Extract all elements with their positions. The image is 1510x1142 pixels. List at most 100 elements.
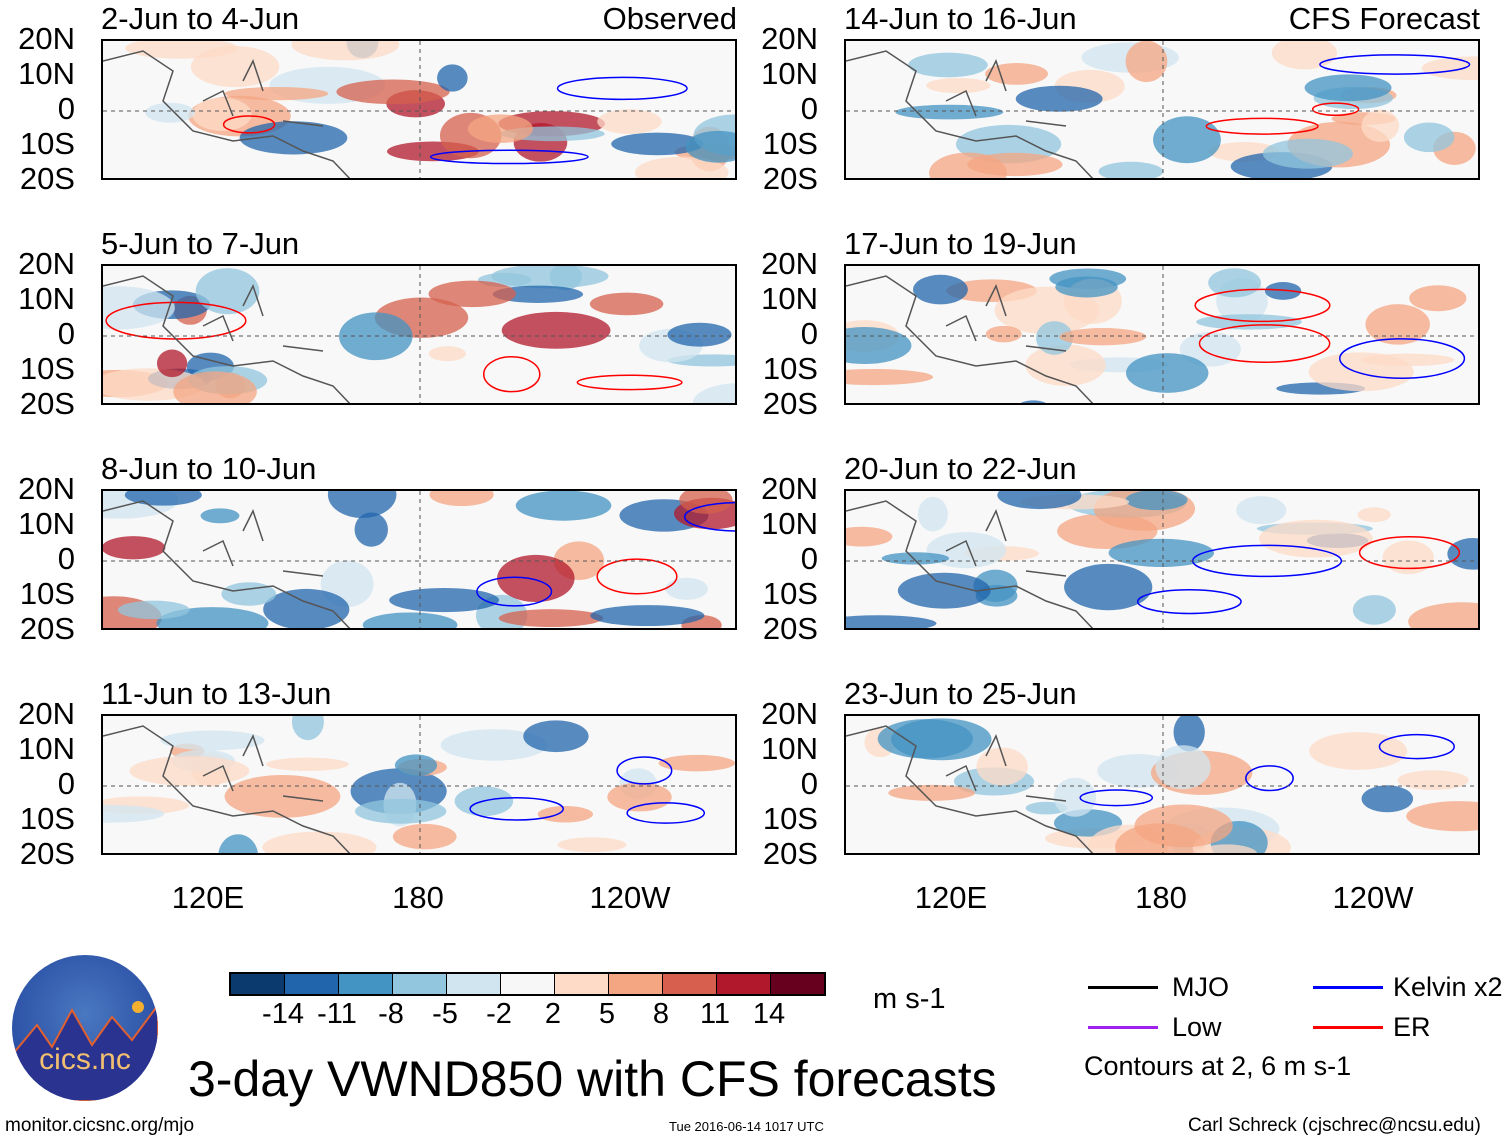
- kelvin-contour: [616, 756, 673, 785]
- anomaly-shading: [218, 834, 258, 853]
- anomaly-shading: [262, 831, 377, 853]
- lat-label: 10N: [761, 506, 818, 541]
- er-contour: [1194, 288, 1331, 323]
- anomaly-shading: [846, 615, 937, 628]
- anomaly-shading: [1108, 538, 1215, 567]
- colorbar-swatch: [501, 974, 555, 994]
- lat-label: 20S: [19, 386, 75, 421]
- colorbar-swatch: [393, 974, 447, 994]
- anomaly-shading: [389, 588, 500, 613]
- colorbar-tick-label: 14: [752, 998, 786, 1030]
- panel-title: 20-Jun to 22-Jun: [844, 451, 1077, 486]
- colorbar-tick-label: 8: [652, 998, 670, 1030]
- er-contour: [596, 558, 678, 595]
- colorbar-tick-label: -11: [317, 998, 357, 1030]
- anomaly-shading: [224, 87, 329, 101]
- lat-label: 20S: [762, 836, 818, 871]
- map-panel: [844, 264, 1480, 405]
- anomaly-shading: [908, 52, 988, 78]
- anomaly-shading: [1357, 507, 1391, 523]
- kelvin-contour: [1198, 324, 1331, 363]
- lon-label: 120E: [914, 880, 988, 915]
- anomaly-shading: [679, 491, 733, 514]
- lon-label: 180: [1135, 880, 1187, 915]
- anomaly-shading: [1352, 595, 1396, 625]
- kelvin-contour: [1245, 765, 1294, 792]
- er-contour: [1358, 535, 1461, 570]
- anomaly-shading: [549, 266, 582, 291]
- anomaly-shading: [557, 837, 627, 853]
- anomaly-shading: [1271, 41, 1338, 70]
- anomaly-shading: [156, 349, 188, 378]
- coastline: [103, 725, 351, 853]
- er-contour: [1205, 117, 1319, 135]
- lat-label: 20N: [18, 246, 75, 281]
- legend-low-line: [1088, 1026, 1158, 1029]
- anomaly-shading: [846, 327, 912, 364]
- lat-label: 10S: [19, 576, 75, 611]
- lon-label: 120E: [171, 880, 245, 915]
- legend-er-label: ER: [1393, 1012, 1431, 1042]
- anomaly-shading: [692, 383, 735, 403]
- lat-label: 10N: [18, 281, 75, 316]
- lat-label: 20S: [19, 161, 75, 196]
- lat-label: 20N: [761, 246, 818, 281]
- anomaly-shading: [1365, 304, 1430, 345]
- anomaly-shading: [929, 152, 1007, 178]
- anomaly-shading: [1134, 804, 1233, 848]
- anomaly-shading: [1015, 85, 1103, 112]
- anomaly-shading: [913, 274, 968, 305]
- map-panel: [101, 264, 737, 405]
- anomaly-shading: [103, 286, 175, 330]
- lat-label: 10N: [761, 56, 818, 91]
- lat-label: 10S: [762, 351, 818, 386]
- anomaly-shading: [1421, 56, 1478, 81]
- anomaly-shading: [291, 716, 324, 741]
- legend-low-label: Low: [1172, 1012, 1222, 1042]
- anomaly-shading: [1125, 353, 1209, 393]
- colorbar-tick-label: 5: [598, 998, 616, 1030]
- observed-label: Observed: [602, 1, 737, 36]
- legend-mjo-label: MJO: [1172, 972, 1229, 1002]
- lat-label: 10S: [19, 801, 75, 836]
- lat-label: 20N: [761, 21, 818, 56]
- kelvin-contour: [683, 501, 735, 532]
- anomaly-shading: [1173, 716, 1205, 752]
- anomaly-shading: [589, 292, 664, 316]
- anomaly-shading: [224, 774, 341, 818]
- lon-label: 180: [392, 880, 444, 915]
- anomaly-shading: [1059, 328, 1147, 346]
- legend-er-line: [1313, 1026, 1383, 1029]
- anomaly-shading: [440, 729, 548, 761]
- anomaly-shading: [1382, 540, 1434, 575]
- map-panel: [101, 714, 737, 855]
- map-panel: [844, 714, 1480, 855]
- colorbar-swatch: [447, 974, 501, 994]
- anomaly-shading: [103, 804, 165, 823]
- colorbar-tick-label: 11: [699, 998, 731, 1030]
- colorbar: [229, 972, 826, 996]
- anomaly-shading: [428, 280, 516, 308]
- coastline: [103, 500, 351, 628]
- footer-credit: Carl Schreck (cjschrec@ncsu.edu): [1188, 1115, 1481, 1136]
- anomaly-shading: [1406, 801, 1478, 832]
- panel-title: 2-Jun to 4-Jun: [101, 1, 300, 36]
- footer-url[interactable]: monitor.cicsnc.org/mjo: [5, 1115, 195, 1136]
- anomaly-shading: [888, 784, 976, 801]
- anomaly-shading: [117, 600, 190, 620]
- colorbar-tick-label: -14: [262, 998, 304, 1030]
- lat-label: 10S: [762, 801, 818, 836]
- panel-title: 23-Jun to 25-Jun: [844, 676, 1077, 711]
- anomaly-shading: [492, 285, 584, 303]
- colorbar-swatch: [339, 974, 393, 994]
- lat-label: 10S: [762, 576, 818, 611]
- anomaly-shading: [190, 46, 280, 88]
- anomaly-shading: [590, 605, 705, 627]
- anomaly-shading: [665, 577, 709, 600]
- coastline: [103, 50, 351, 178]
- anomaly-shading: [1447, 537, 1478, 570]
- anomaly-shading: [1125, 491, 1188, 511]
- anomaly-shading: [926, 77, 991, 94]
- anomaly-shading: [1035, 321, 1074, 355]
- anomaly-shading: [239, 121, 348, 155]
